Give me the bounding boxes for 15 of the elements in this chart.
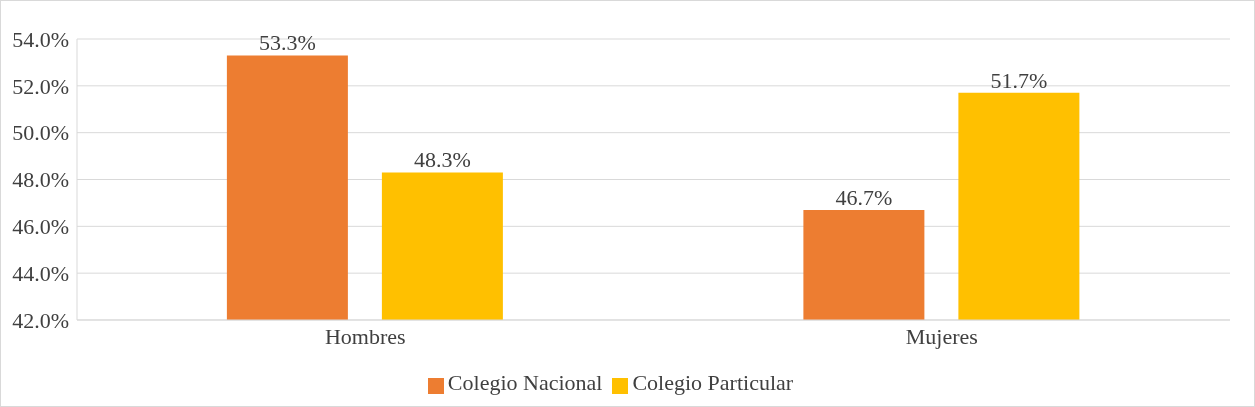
y-tick-label: 42.0% [12,307,69,333]
x-tick-label: Hombres [324,323,406,349]
y-tick-label: 54.0% [12,26,69,52]
x-tick-label: Mujeres [905,323,978,349]
data-label: 48.3% [413,147,471,173]
y-tick-label: 52.0% [12,73,69,99]
y-tick-label: 50.0% [12,120,69,146]
data-label: 46.7% [835,184,893,210]
y-tick-label: 46.0% [12,214,69,240]
legend-label: Colegio Particular [632,370,794,395]
data-label: 51.7% [990,67,1048,93]
legend-label: Colegio Nacional [447,370,603,395]
data-label: 53.3% [258,30,316,56]
y-tick-label: 44.0% [12,260,69,286]
y-tick-label: 48.0% [12,167,69,193]
